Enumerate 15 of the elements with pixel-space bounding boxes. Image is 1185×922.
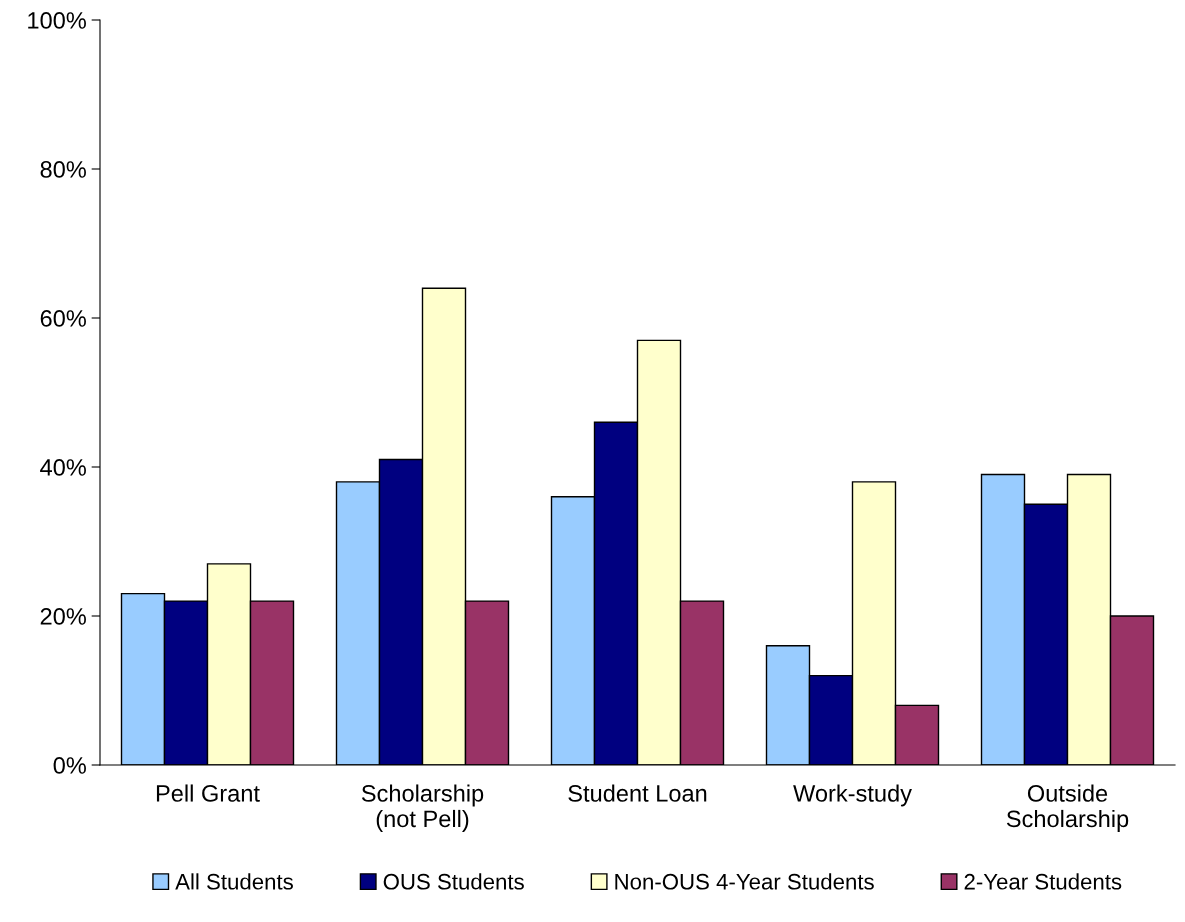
legend-label: All Students — [175, 873, 293, 890]
y-tick-label: 0% — [53, 757, 86, 774]
legend-label: 2-Year Students — [964, 873, 1122, 890]
x-tick-label: Outside Scholarship — [1006, 784, 1129, 832]
x-tick-label: Scholarship (not Pell) — [361, 784, 484, 832]
legend-label: Non-OUS 4-Year Students — [615, 873, 874, 890]
legend-label: OUS Students — [383, 873, 524, 890]
y-tick-label: 60% — [40, 310, 86, 327]
x-tick-label: Work-study — [793, 784, 912, 807]
y-tick-label: 40% — [40, 459, 86, 476]
y-tick-label: 100% — [28, 12, 86, 29]
y-tick-label: 80% — [40, 161, 86, 178]
x-tick-label: Pell Grant — [156, 784, 260, 802]
x-tick-label: Student Loan — [568, 784, 707, 802]
y-tick-label: 20% — [40, 608, 86, 625]
